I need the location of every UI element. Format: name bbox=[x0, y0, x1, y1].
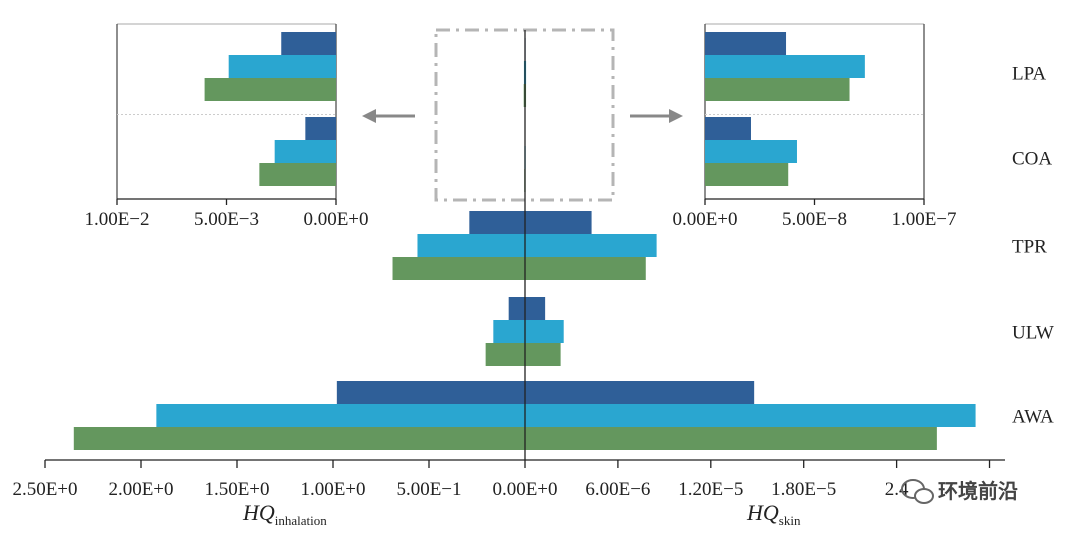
wechat-icon bbox=[901, 479, 934, 504]
bar-skin-tpr-s1 bbox=[525, 211, 592, 234]
x-tick-label-right: 1.20E−5 bbox=[678, 479, 743, 500]
category-label-ulw: ULW bbox=[1012, 323, 1054, 344]
inset-tick-label: 1.00E−7 bbox=[891, 209, 956, 230]
inset-bar-lpa-s1 bbox=[281, 32, 336, 55]
inset-bar-coa-s2 bbox=[705, 140, 797, 163]
inset-tick-label: 5.00E−8 bbox=[782, 209, 847, 230]
inset-bar-coa-s3 bbox=[259, 163, 336, 186]
inset-tick-label: 1.00E−2 bbox=[84, 209, 149, 230]
zoom-arrows bbox=[362, 109, 683, 123]
watermark: 环境前沿 bbox=[901, 479, 1018, 504]
inset-bar-coa-s1 bbox=[705, 117, 751, 140]
bar-inhalation-awa-s3 bbox=[73, 427, 526, 450]
bar-inhalation-tpr-s2 bbox=[417, 234, 525, 257]
bar-inhalation-awa-s2 bbox=[156, 404, 526, 427]
x-tick-label-left: 0.00E+0 bbox=[492, 479, 557, 500]
inset-left-zoom: 1.00E−2 5.00E−3 0.00E+0 bbox=[84, 23, 369, 230]
inset-bar-lpa-s1 bbox=[705, 32, 787, 55]
main-x-axis: 2.50E+0 2.00E+0 1.50E+0 1.00E+0 5.00E−1 0.00E… bbox=[12, 459, 1005, 500]
category-label-tpr: TPR bbox=[1012, 237, 1047, 258]
inset-tick-label: 5.00E−3 bbox=[194, 209, 259, 230]
x-tick-label-right: 1.80E−5 bbox=[771, 479, 836, 500]
category-label-awa: AWA bbox=[1012, 407, 1054, 428]
bar-skin-ulw-s2 bbox=[525, 320, 564, 343]
bar-inhalation-tpr-s3 bbox=[392, 257, 525, 280]
inset-bar-coa-s3 bbox=[705, 163, 789, 186]
left-axis-title-sub: inhalation bbox=[275, 513, 327, 528]
bar-skin-awa-s1 bbox=[525, 381, 755, 404]
inset-bar-coa-s2 bbox=[274, 140, 336, 163]
x-tick-label-left: 1.00E+0 bbox=[300, 479, 365, 500]
main-bars bbox=[73, 30, 976, 460]
inset-tick-label: 0.00E+0 bbox=[672, 209, 737, 230]
bar-inhalation-ulw-s1 bbox=[508, 297, 525, 320]
bar-skin-ulw-s3 bbox=[525, 343, 561, 366]
inset-bar-lpa-s2 bbox=[705, 55, 865, 78]
bar-inhalation-ulw-s2 bbox=[493, 320, 525, 343]
inset-bar-coa-s1 bbox=[305, 117, 336, 140]
bar-skin-awa-s3 bbox=[525, 427, 937, 450]
inset-bar-lpa-s2 bbox=[228, 55, 336, 78]
inset-bar-lpa-s3 bbox=[204, 78, 336, 101]
bar-inhalation-ulw-s3 bbox=[485, 343, 525, 366]
x-tick-label-left: 1.50E+0 bbox=[204, 479, 269, 500]
category-label-coa: COA bbox=[1012, 149, 1052, 170]
category-labels: LPA COA TPR ULW AWA bbox=[1012, 64, 1054, 428]
arrow-left-head bbox=[362, 109, 376, 123]
bar-inhalation-tpr-s1 bbox=[469, 211, 525, 234]
bar-skin-tpr-s3 bbox=[525, 257, 646, 280]
right-axis-title-sub: skin bbox=[779, 513, 801, 528]
bar-skin-awa-s2 bbox=[525, 404, 976, 427]
x-tick-label-left: 2.50E+0 bbox=[12, 479, 77, 500]
bar-skin-tpr-s2 bbox=[525, 234, 657, 257]
arrow-right-head bbox=[669, 109, 683, 123]
x-tick-label-right: 6.00E−6 bbox=[585, 479, 650, 500]
bar-skin-ulw-s1 bbox=[525, 297, 546, 320]
bar-inhalation-awa-s1 bbox=[336, 381, 525, 404]
right-axis-title: HQskin bbox=[746, 500, 801, 528]
inset-tick-label: 0.00E+0 bbox=[303, 209, 368, 230]
inset-right-zoom: 0.00E+0 5.00E−8 1.00E−7 bbox=[672, 23, 957, 230]
x-tick-label-left: 2.00E+0 bbox=[108, 479, 173, 500]
category-label-lpa: LPA bbox=[1012, 64, 1046, 85]
left-axis-title: HQinhalation bbox=[242, 500, 327, 528]
watermark-text: 环境前沿 bbox=[938, 479, 1018, 503]
x-tick-label-left: 5.00E−1 bbox=[396, 479, 461, 500]
inset-bar-lpa-s3 bbox=[705, 78, 850, 101]
